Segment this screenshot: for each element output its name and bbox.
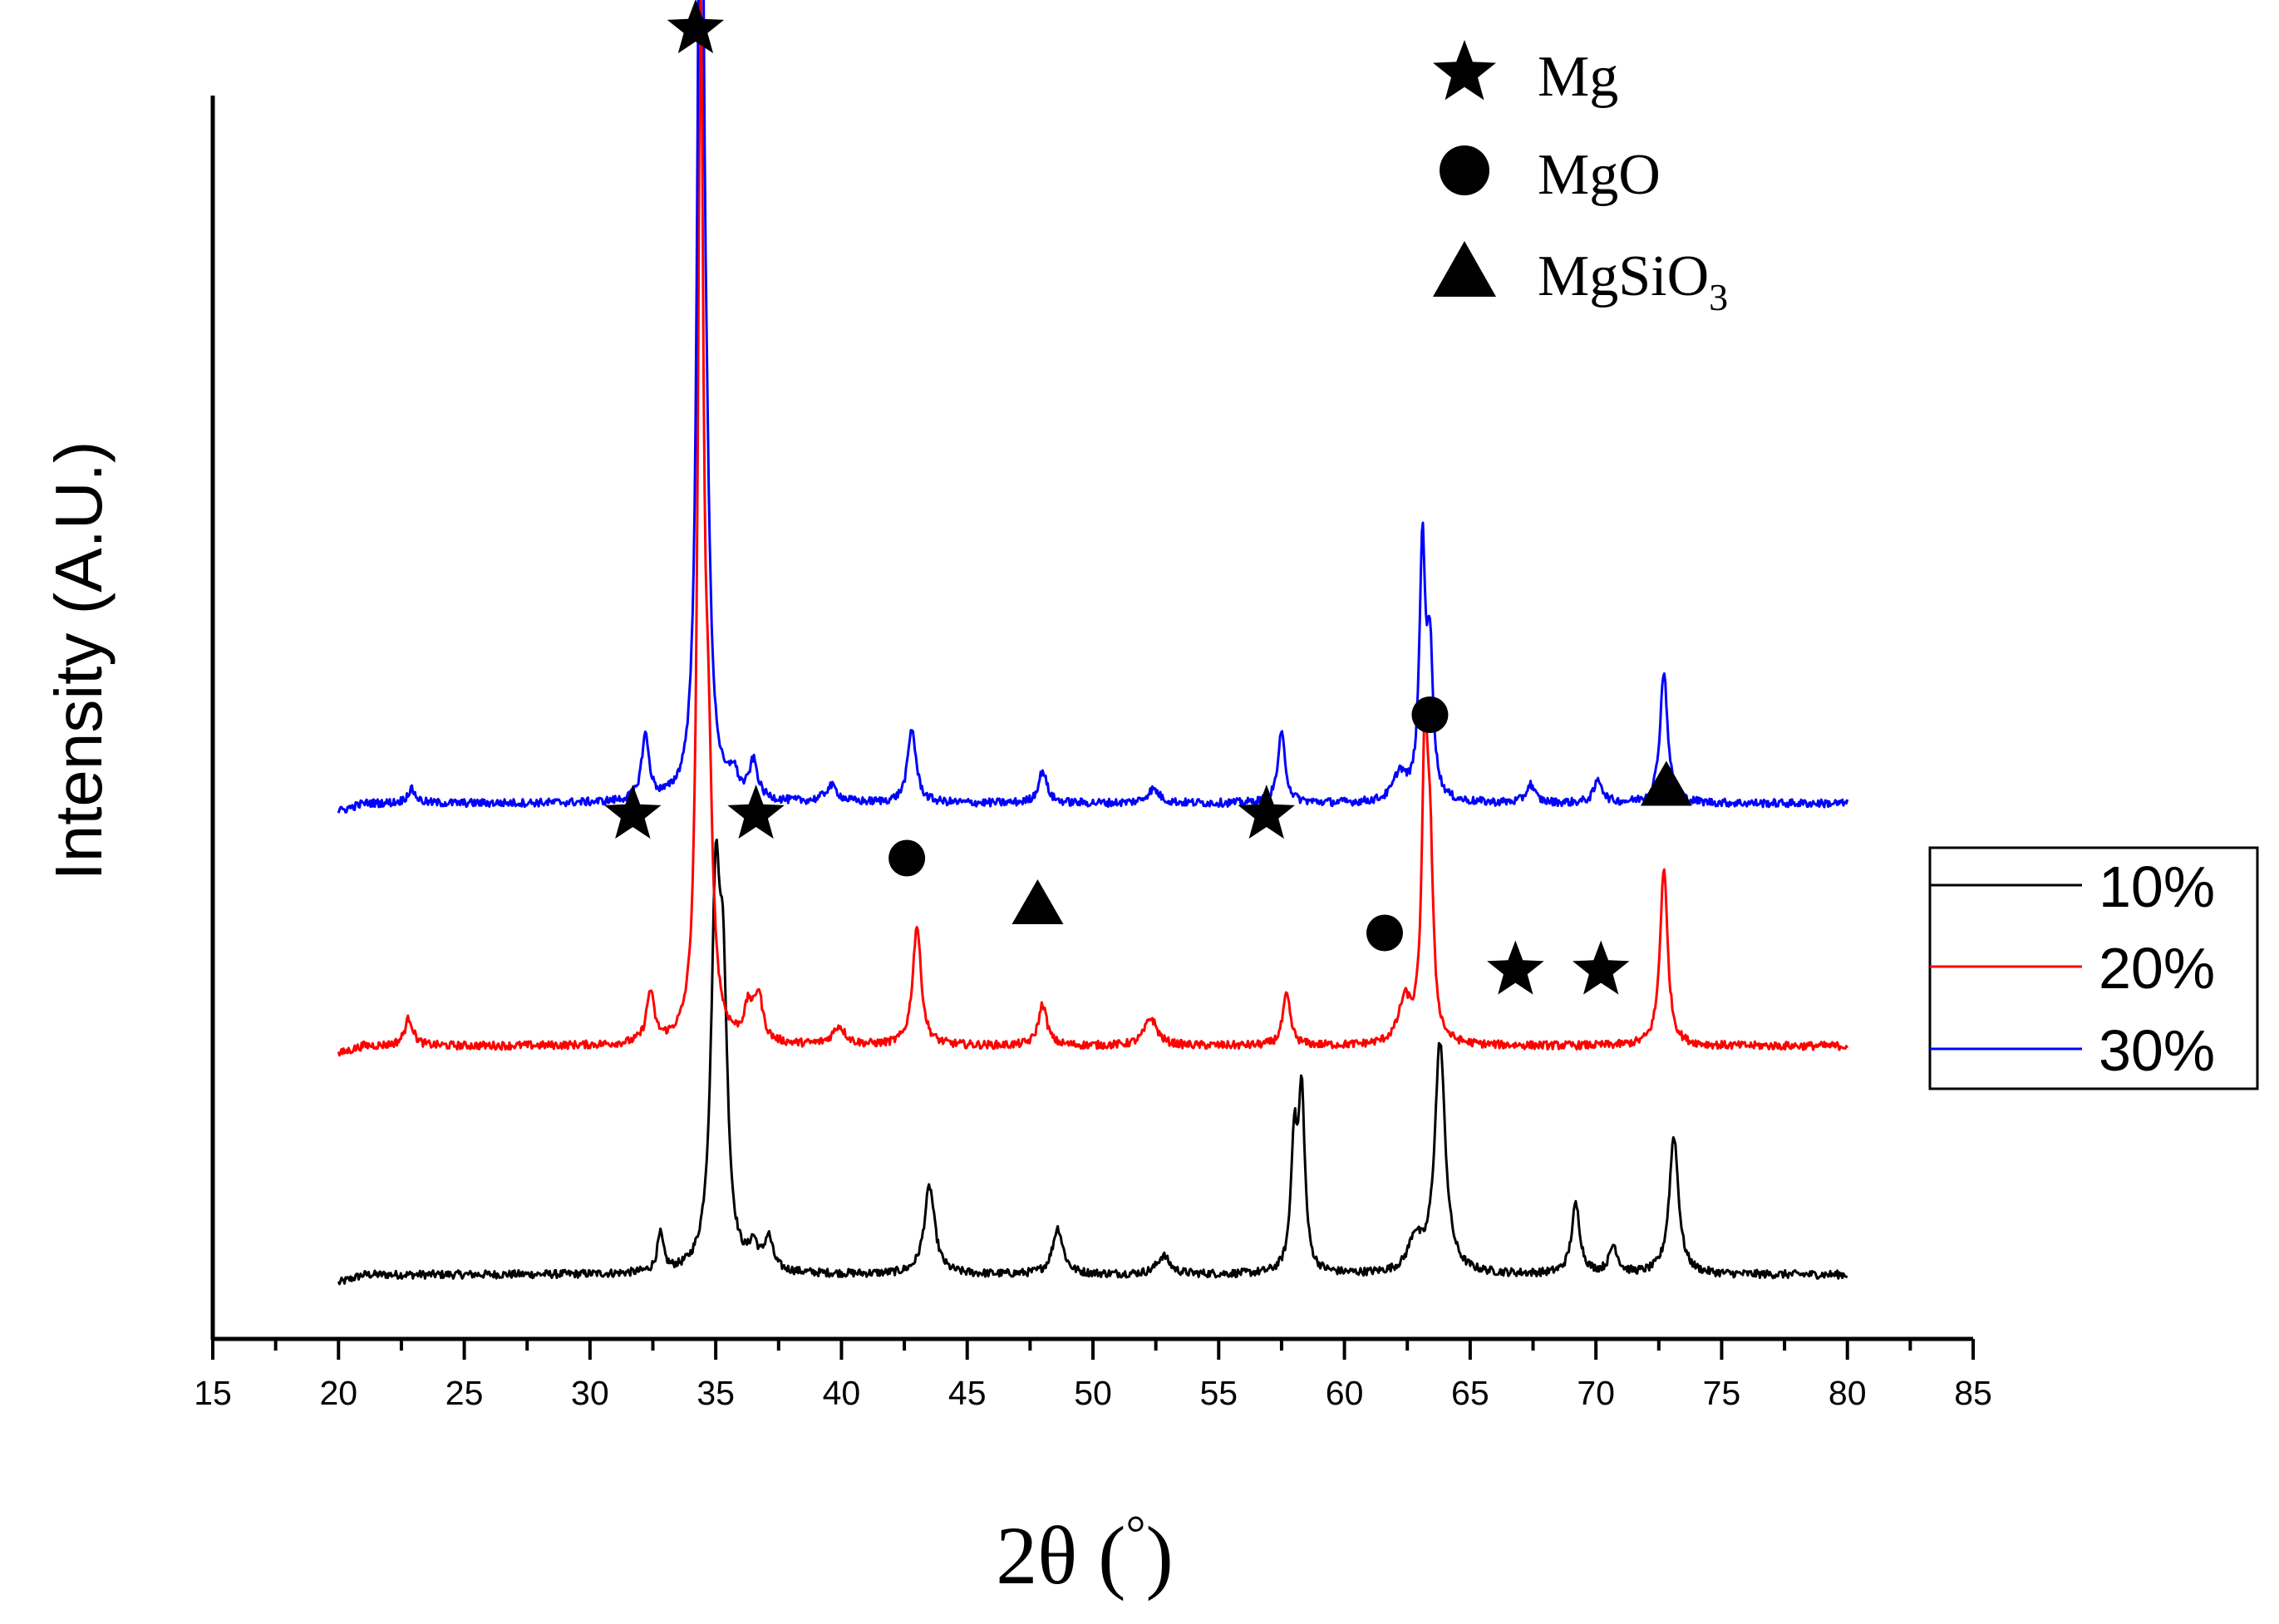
- peak-markers: [604, 0, 1692, 995]
- phase-legend-label-mgsio3-main: MgSiO: [1538, 244, 1709, 308]
- phase-legend-item-mgsio3: MgSiO3: [1433, 241, 1728, 318]
- phase-legend-item-mgo: MgO: [1440, 143, 1661, 207]
- x-tick-label: 50: [1074, 1374, 1112, 1412]
- x-axis-label-main: 2θ (: [996, 1509, 1125, 1602]
- x-tick-label: 40: [823, 1374, 861, 1412]
- legend-label-10: 10%: [2099, 854, 2215, 919]
- x-tick-label: 55: [1199, 1374, 1238, 1412]
- x-tick-label: 85: [1954, 1374, 1992, 1412]
- mgo-circle-marker: [1411, 696, 1449, 733]
- series-line-20: [337, 0, 1849, 1057]
- axes: 15 20 25 30 35 40 45 50 55 60 65 70 75 80 85: [194, 96, 1992, 1412]
- legend-label-20: 20%: [2099, 936, 2215, 1001]
- x-tick-label: 30: [571, 1374, 609, 1412]
- x-tick-label: 70: [1577, 1374, 1615, 1412]
- phase-legend-label-mg: Mg: [1538, 45, 1618, 109]
- x-tick-label: 20: [319, 1374, 357, 1412]
- mg-star-marker: [604, 785, 662, 839]
- mgsio3-triangle-marker: [1012, 879, 1064, 924]
- x-tick-label: 75: [1703, 1374, 1741, 1412]
- mg-star-marker: [1573, 940, 1630, 995]
- x-tick-label: 35: [696, 1374, 735, 1412]
- star-icon: [1433, 40, 1496, 101]
- mg-star-marker: [727, 785, 785, 839]
- x-axis-label-degree: °: [1125, 1506, 1145, 1561]
- mg-star-marker: [1487, 940, 1544, 995]
- x-tick-label: 60: [1326, 1374, 1364, 1412]
- mgo-circle-marker: [888, 839, 926, 877]
- triangle-icon: [1433, 241, 1496, 297]
- x-axis-label: 2θ (°): [996, 1506, 1174, 1602]
- x-tick-label: 45: [948, 1374, 987, 1412]
- x-axis-label-close: ): [1145, 1509, 1173, 1602]
- x-ticks: 15 20 25 30 35 40 45 50 55 60 65 70 75 80 85: [194, 1339, 1992, 1412]
- legend-label-30: 30%: [2099, 1018, 2215, 1083]
- series-line-10: [337, 838, 1848, 1286]
- series-legend: 10% 20% 30%: [1928, 846, 2259, 1090]
- series-group: [337, 0, 1849, 1286]
- phase-legend-label-mgsio3: MgSiO3: [1538, 244, 1728, 318]
- circle-icon: [1440, 145, 1489, 195]
- series-line-30: [337, 0, 1849, 814]
- mg-star-marker: [1238, 785, 1295, 839]
- mgo-circle-marker: [1366, 914, 1403, 952]
- mg-star-marker: [667, 0, 725, 54]
- x-tick-label: 25: [445, 1374, 484, 1412]
- phase-legend-item-mg: Mg: [1433, 40, 1618, 109]
- x-tick-label: 15: [194, 1374, 232, 1412]
- phase-legend-label-mgo: MgO: [1538, 143, 1661, 207]
- phase-legend-label-mgsio3-sub: 3: [1709, 276, 1728, 318]
- mgsio3-triangle-marker: [1640, 760, 1692, 806]
- y-axis-label: Intensity (A.U.): [42, 440, 116, 880]
- x-tick-label: 65: [1451, 1374, 1489, 1412]
- x-tick-label: 80: [1829, 1374, 1867, 1412]
- phase-legend: Mg MgO MgSiO3: [1433, 40, 1728, 318]
